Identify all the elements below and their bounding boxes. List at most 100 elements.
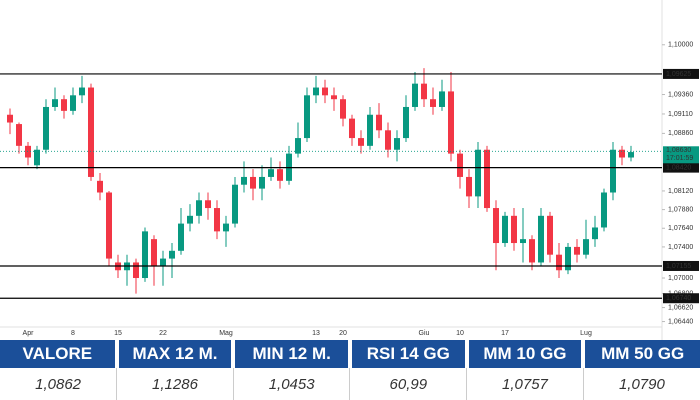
price-label: 1,09625 (666, 71, 691, 78)
header-cell: VALORE (0, 340, 119, 368)
header-cell: MM 50 GG (583, 340, 700, 368)
candle-body (322, 87, 328, 96)
candle-body (259, 176, 265, 189)
candle-body (214, 208, 220, 232)
candle-body (574, 246, 580, 255)
price-label: 1,07155 (666, 263, 691, 270)
candle-body (583, 239, 589, 255)
x-tick-label: 8 (71, 330, 75, 337)
stats-table: VALORE MAX 12 M. MIN 12 M. RSI 14 GG MM 10 G… (0, 340, 700, 400)
candle-body (529, 239, 535, 263)
candle-body (277, 169, 283, 181)
y-tick-label: 1,09360 (668, 91, 693, 98)
candle-body (610, 149, 616, 193)
candle-body (178, 223, 184, 251)
x-tick-label: 15 (114, 330, 122, 337)
price-label-box (663, 293, 699, 304)
price-label: 1,06740 (666, 295, 691, 302)
x-tick-label: 22 (159, 330, 167, 337)
x-tick-label: 20 (339, 330, 347, 337)
candle-body (250, 176, 256, 189)
last-price-label: 1,08630 (666, 147, 691, 154)
candle-body (160, 258, 166, 267)
candle-body (340, 99, 346, 119)
y-tick-label: 1,06440 (668, 318, 693, 325)
data-cell: 1,0862 (0, 368, 118, 400)
y-tick-label: 1,09110 (668, 111, 693, 118)
candle-body (547, 215, 553, 255)
candle-body (295, 138, 301, 154)
candle-body (430, 99, 436, 107)
y-tick-label: 1,07400 (668, 244, 693, 251)
candle-body (457, 153, 463, 177)
candle-body (403, 106, 409, 139)
candle-body (448, 91, 454, 154)
data-cell: 1,0757 (466, 368, 584, 400)
header-row: VALORE MAX 12 M. MIN 12 M. RSI 14 GG MM 10 G… (0, 340, 700, 368)
y-tick-label: 1,06620 (668, 304, 693, 311)
candle-body (304, 95, 310, 139)
x-tick-label: Mag (219, 330, 233, 337)
header-cell: MM 10 GG (466, 340, 586, 368)
price-label-box (663, 162, 699, 173)
candle-body (79, 87, 85, 96)
candle-body (52, 99, 58, 107)
candle-body (16, 124, 22, 146)
candle-body (331, 95, 337, 100)
data-cell: 1,1286 (116, 368, 234, 400)
candle-body (187, 215, 193, 224)
data-row: 1,0862 1,1286 1,0453 60,99 1,0757 1,0790 (0, 368, 700, 400)
y-tick-label: 1,08120 (668, 188, 693, 195)
candle-body (205, 200, 211, 209)
candle-body (196, 200, 202, 216)
candle-body (511, 215, 517, 244)
candle-body (88, 87, 94, 177)
header-cell: MAX 12 M. (116, 340, 236, 368)
candle-body (142, 231, 148, 279)
candle-body (520, 239, 526, 244)
y-tick-label: 1,07000 (668, 275, 693, 282)
candle-body (169, 250, 175, 259)
candle-body (43, 106, 49, 150)
candle-body (502, 215, 508, 244)
y-tick-label: 1,08860 (668, 130, 693, 137)
data-cell: 1,0790 (618, 375, 665, 393)
candle-body (439, 91, 445, 107)
candle-body (358, 138, 364, 146)
candle-body (241, 176, 247, 185)
price-label-box (663, 260, 699, 271)
candle-body (7, 114, 13, 123)
candle-body (376, 114, 382, 131)
x-tick-label: Giu (419, 330, 430, 337)
candle-body (592, 227, 598, 240)
candle-body (475, 149, 481, 197)
candle-body (394, 138, 400, 150)
y-tick-label: 1,10000 (668, 42, 693, 49)
candle-body (493, 208, 499, 244)
last-price-time: 17:01:59 (666, 155, 693, 162)
candle-body (385, 130, 391, 150)
header-cell: RSI 14 GG (349, 340, 469, 368)
candle-body (61, 99, 67, 111)
candle-body (70, 95, 76, 111)
candle-body (367, 114, 373, 146)
data-cell: 1,0453 (233, 368, 351, 400)
candle-body (619, 149, 625, 158)
candle-body (421, 83, 427, 100)
y-tick-label: 1,07880 (668, 206, 693, 213)
price-label: 1,08420 (666, 164, 691, 171)
candle-body (106, 192, 112, 259)
candle-body (601, 192, 607, 228)
candle-body (34, 149, 40, 166)
x-tick-label: 13 (312, 330, 320, 337)
data-cell: 60,99 (349, 368, 468, 400)
y-tick-label: 1,07640 (668, 225, 693, 232)
candle-body (349, 118, 355, 139)
candle-body (412, 83, 418, 107)
candle-body (628, 152, 634, 158)
chart: 1,10000 1,09360 1,09110 1,08860 1,08120 1,078… (0, 0, 699, 340)
candle-body (556, 254, 562, 271)
x-tick-label: Lug (580, 330, 592, 337)
x-tick-label: 17 (501, 330, 509, 337)
